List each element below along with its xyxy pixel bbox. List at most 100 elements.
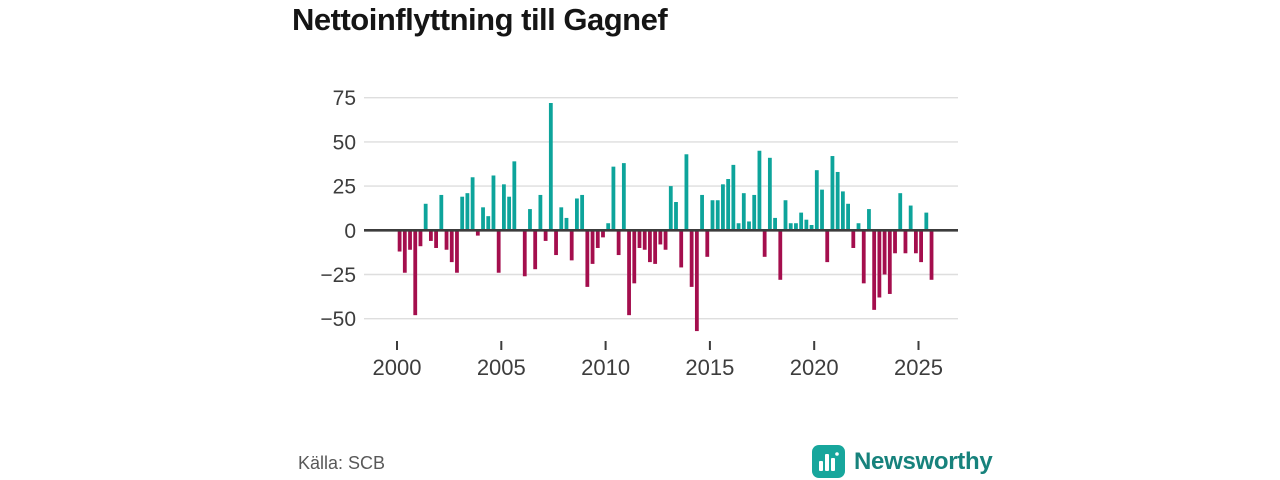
bar-91 (872, 230, 877, 310)
bar-73 (778, 230, 783, 280)
bar-30 (554, 230, 558, 256)
newsworthy-wordmark: Newsworthy (854, 447, 993, 475)
bar-56 (689, 230, 694, 287)
bar-57 (694, 230, 699, 332)
bar-77 (799, 212, 804, 231)
bar-19 (496, 230, 501, 273)
svg-text:2020: 2020 (790, 355, 839, 380)
bar-44 (627, 230, 631, 316)
bar-18 (491, 175, 496, 231)
bar-95 (893, 230, 897, 254)
bar-11 (455, 230, 459, 273)
bar-89 (861, 230, 866, 284)
bar-34 (575, 198, 579, 231)
bar-55 (684, 154, 689, 231)
bar-90 (867, 209, 871, 231)
bar-96 (898, 193, 903, 231)
bar-87 (851, 230, 856, 248)
bar-2 (408, 230, 412, 250)
bar-22 (512, 161, 517, 231)
bar-51 (663, 230, 668, 250)
bar-99 (913, 230, 918, 254)
logo-bar-2 (825, 454, 829, 471)
bar-43 (621, 163, 626, 231)
bar-3 (413, 230, 418, 316)
svg-text:−50: −50 (320, 308, 356, 331)
bar-8 (439, 194, 444, 231)
bar-78 (804, 219, 809, 231)
bar-86 (846, 203, 850, 231)
bar-52 (668, 186, 673, 231)
bar-61 (715, 200, 720, 231)
bar-76 (794, 223, 798, 231)
bar-45 (632, 230, 637, 284)
bar-84 (835, 171, 840, 231)
bar-102 (929, 230, 934, 280)
bar-12 (460, 196, 465, 231)
bar-38 (595, 230, 600, 248)
bar-63 (726, 179, 731, 231)
newsworthy-barchart-icon (812, 445, 845, 478)
bar-92 (877, 230, 882, 298)
bar-93 (882, 230, 887, 275)
svg-text:−25: −25 (320, 264, 356, 287)
bar-1 (402, 230, 407, 273)
bar-0 (397, 230, 402, 252)
bar-17 (486, 216, 491, 231)
bar-83 (830, 156, 835, 231)
bar-25 (528, 209, 532, 231)
newsworthy-logo[interactable]: Newsworthy (812, 445, 993, 478)
bar-28 (543, 230, 548, 241)
bar-10 (449, 230, 454, 263)
bar-67 (747, 221, 751, 231)
bar-94 (887, 230, 892, 294)
bar-66 (741, 193, 746, 231)
bar-27 (538, 194, 543, 231)
bar-98 (908, 205, 913, 231)
bar-9 (444, 230, 449, 250)
bar-24 (522, 230, 527, 277)
bar-65 (736, 223, 741, 231)
bar-70 (762, 230, 767, 257)
bar-85 (840, 191, 845, 231)
bar-chart: 75 50 25 0 −25 −50 2000 2005 2010 2015 2020 2025 (300, 85, 980, 385)
bar-26 (533, 230, 538, 270)
bar-14 (470, 177, 475, 231)
bar-36 (585, 230, 590, 287)
logo-bar-1 (819, 461, 823, 471)
source-label: Källa: SCB (298, 453, 386, 473)
bar-71 (767, 157, 772, 231)
bar-101 (924, 212, 929, 231)
svg-text:2015: 2015 (685, 355, 734, 380)
bar-29 (548, 103, 553, 231)
bar-64 (731, 164, 736, 231)
bar-75 (788, 223, 793, 231)
bar-7 (434, 230, 438, 248)
bar-60 (710, 200, 715, 231)
bar-35 (580, 194, 585, 231)
bar-33 (569, 230, 574, 261)
logo-dot (835, 452, 839, 456)
bar-79 (809, 225, 814, 231)
bar-97 (903, 230, 908, 254)
bar-88 (856, 223, 861, 231)
logo-bar-3 (831, 458, 835, 471)
bar-5 (423, 203, 428, 231)
bar-81 (820, 189, 824, 231)
svg-text:2025: 2025 (894, 355, 943, 380)
bar-72 (773, 217, 777, 231)
bar-47 (642, 230, 647, 250)
bar-69 (757, 150, 762, 231)
bar-4 (418, 230, 423, 247)
bar-62 (721, 184, 725, 231)
bar-42 (616, 230, 621, 256)
bar-100 (919, 230, 923, 263)
bar-31 (559, 207, 564, 231)
bar-41 (611, 166, 616, 231)
bar-53 (674, 202, 678, 231)
bar-80 (814, 170, 819, 231)
bar-49 (653, 230, 658, 264)
chart-svg: 75 50 25 0 −25 −50 2000 2005 2010 2015 2020 2025 (320, 87, 958, 380)
svg-text:2000: 2000 (373, 355, 422, 380)
